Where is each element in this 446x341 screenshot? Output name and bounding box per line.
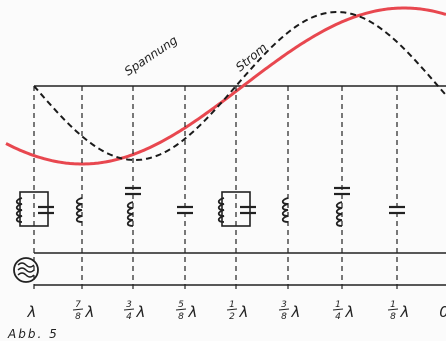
lambda-symbol: λ — [400, 303, 410, 321]
position-label-6: 1 4 λ — [332, 300, 355, 322]
lambda-symbol: λ — [85, 303, 95, 321]
component-coil-5 — [281, 197, 289, 223]
lambda-symbol: λ — [136, 303, 146, 321]
fraction-denominator: 8 — [75, 312, 81, 322]
position-labels: λ78λ34λ58λ12λ38λ14λ18λ0 — [27, 300, 446, 322]
lambda-symbol: λ — [239, 303, 249, 321]
position-label-3: 5 8 λ — [175, 300, 198, 322]
lambda-symbol: λ — [345, 303, 355, 321]
component-coilcap-6 — [334, 186, 350, 227]
lambda-symbol: λ — [188, 303, 198, 321]
position-label-0: λ — [27, 303, 37, 321]
fraction-denominator: 2 — [229, 312, 235, 322]
fraction-numerator: 7 — [75, 300, 81, 310]
position-label-5: 3 8 λ — [278, 300, 301, 322]
fraction-denominator: 4 — [126, 312, 132, 322]
position-label-1: 7 8 λ — [72, 300, 95, 322]
position-label-4: 1 2 λ — [226, 300, 249, 322]
fraction-numerator: 3 — [281, 300, 287, 310]
fraction-numerator: 5 — [178, 300, 184, 310]
position-label-7: 1 8 λ — [387, 300, 410, 322]
position-label-2: 3 4 λ — [123, 300, 146, 322]
lambda-symbol: λ — [291, 303, 301, 321]
position-label-8: 0 — [439, 303, 446, 321]
fraction-numerator: 3 — [126, 300, 132, 310]
component-cap-7 — [389, 205, 405, 215]
components — [15, 186, 405, 227]
component-tank-4 — [217, 191, 256, 227]
component-coilcap-2 — [125, 186, 141, 227]
fraction-denominator: 8 — [178, 312, 184, 322]
ac-generator-icon — [13, 257, 39, 283]
fraction-denominator: 8 — [390, 312, 396, 322]
vertical-markers — [33, 86, 398, 292]
component-cap-3 — [177, 205, 193, 215]
fraction-denominator: 8 — [281, 312, 287, 322]
current-curve — [33, 11, 446, 161]
fraction-numerator: 1 — [335, 300, 341, 310]
fraction-denominator: 4 — [335, 312, 341, 322]
fraction-numerator: 1 — [390, 300, 396, 310]
voltage-label: Spannung — [122, 33, 180, 79]
figure-caption: Abb. 5 — [7, 327, 59, 341]
component-tank-0 — [15, 191, 54, 227]
lambda-symbol: λ — [27, 303, 37, 321]
lambda-symbol: 0 — [439, 303, 446, 321]
component-coil-1 — [75, 197, 83, 223]
fraction-numerator: 1 — [229, 300, 235, 310]
